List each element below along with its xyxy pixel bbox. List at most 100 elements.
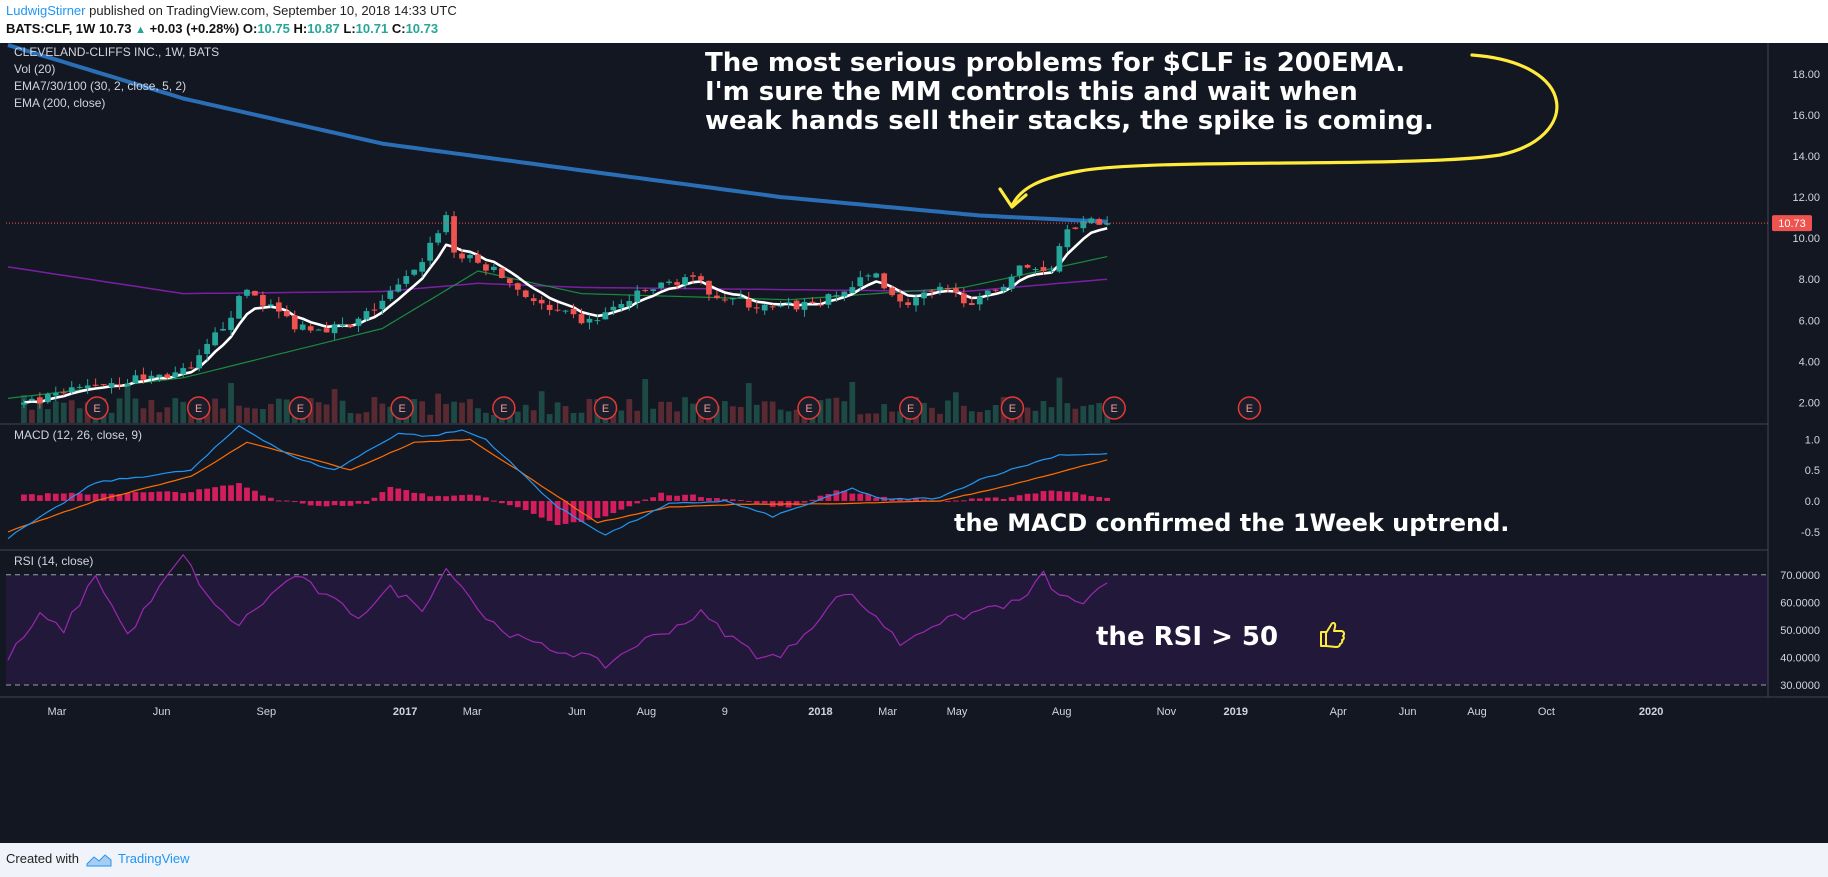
macd-hist-bar bbox=[514, 500, 521, 508]
earnings-circle bbox=[288, 396, 313, 420]
earnings-marker[interactable]: E bbox=[1000, 396, 1025, 420]
candle-body bbox=[148, 375, 155, 379]
earnings-marker[interactable]: E bbox=[288, 396, 313, 420]
candle-body bbox=[315, 329, 322, 331]
macd-hist-bar bbox=[498, 500, 505, 504]
candle-body bbox=[1072, 227, 1079, 229]
volume-bar bbox=[753, 404, 760, 423]
macd-hist-bar bbox=[945, 500, 951, 502]
macd-hist-bar bbox=[761, 500, 768, 504]
macd-hist-bar bbox=[371, 497, 378, 501]
volume-bar bbox=[889, 411, 896, 423]
candle-body bbox=[817, 304, 824, 306]
volume-bar bbox=[546, 414, 553, 423]
volume-bar bbox=[857, 414, 864, 423]
time-tick-label: Nov bbox=[1157, 706, 1177, 718]
earnings-marker[interactable]: E bbox=[1237, 396, 1262, 420]
candle-body bbox=[1104, 223, 1111, 225]
earnings-marker[interactable]: E bbox=[898, 396, 923, 420]
macd-hist-bar bbox=[809, 499, 816, 501]
macd-hist-bar bbox=[100, 493, 107, 501]
volume-bar bbox=[363, 412, 370, 423]
macd-hist-bar bbox=[817, 495, 824, 501]
candle-body bbox=[188, 367, 195, 369]
candle-body bbox=[451, 216, 457, 253]
earnings-marker[interactable]: E bbox=[1102, 396, 1126, 420]
volume-bar bbox=[873, 413, 880, 423]
up-arrow-icon: ▲ bbox=[135, 24, 146, 36]
macd-hist-bar bbox=[1016, 495, 1023, 501]
macd-hist-bar bbox=[164, 491, 171, 501]
volume-bar bbox=[514, 411, 521, 423]
earnings-marker[interactable]: E bbox=[797, 396, 821, 420]
price-legend-item: EMA7/30/100 (30, 2, close, 5, 2) bbox=[14, 79, 186, 93]
volume-bar bbox=[323, 404, 330, 423]
candle-body bbox=[172, 372, 179, 378]
candle-body bbox=[395, 284, 402, 292]
macd-hist-bar bbox=[650, 497, 657, 501]
volume-bar bbox=[21, 394, 27, 423]
macd-hist-bar bbox=[841, 490, 848, 501]
volume-bar bbox=[140, 408, 147, 423]
time-tick-label: 9 bbox=[722, 706, 728, 718]
candle-body bbox=[976, 296, 983, 305]
candle-body bbox=[992, 289, 999, 291]
macd-hist-bar bbox=[1072, 492, 1079, 501]
low-label: L: bbox=[343, 21, 356, 36]
earnings-marker[interactable]: E bbox=[186, 396, 211, 420]
price-tick-label: 4.00 bbox=[1799, 356, 1820, 368]
candle-body bbox=[443, 215, 449, 233]
candle-body bbox=[968, 303, 975, 306]
volume-bar bbox=[228, 383, 234, 423]
tradingview-logo-icon bbox=[86, 854, 112, 867]
earnings-marker[interactable]: E bbox=[492, 396, 516, 420]
candle-body bbox=[29, 398, 35, 401]
candle-body bbox=[937, 286, 943, 291]
candle-body bbox=[674, 282, 680, 285]
candle-body bbox=[777, 305, 784, 307]
volume-bar bbox=[658, 401, 665, 423]
earnings-marker[interactable]: E bbox=[695, 396, 720, 420]
candle-body bbox=[1048, 270, 1055, 272]
volume-bar bbox=[419, 401, 426, 423]
macd-hist-bar bbox=[275, 500, 282, 502]
volume-bar bbox=[339, 400, 346, 423]
volume-bar bbox=[921, 402, 927, 423]
macd-hist-bar bbox=[1008, 497, 1015, 501]
tradingview-brand-link[interactable]: TradingView bbox=[118, 851, 190, 866]
candle-body bbox=[666, 281, 672, 283]
candle-body bbox=[642, 290, 649, 292]
macd-hist-bar bbox=[992, 497, 999, 501]
macd-tick-label: 1.0 bbox=[1805, 434, 1820, 446]
volume-bar bbox=[976, 411, 983, 423]
volume-bar bbox=[849, 381, 856, 423]
volume-bar bbox=[626, 399, 633, 423]
macd-hist-bar bbox=[228, 485, 234, 501]
candle-body bbox=[506, 278, 513, 284]
volume-bar bbox=[530, 410, 537, 423]
volume-bar bbox=[411, 399, 418, 423]
publication-line: LudwigStirner published on TradingView.c… bbox=[6, 3, 457, 18]
annotation-arrow bbox=[1010, 53, 1559, 208]
candle-body bbox=[68, 387, 75, 393]
author-link[interactable]: LudwigStirner bbox=[6, 3, 86, 18]
earnings-marker[interactable]: E bbox=[593, 396, 618, 420]
time-tick-label: 2018 bbox=[808, 706, 832, 718]
macd-hist-bar bbox=[682, 494, 688, 501]
candle-body bbox=[52, 393, 59, 396]
earnings-marker[interactable]: E bbox=[390, 396, 414, 420]
candle-body bbox=[491, 266, 497, 271]
candle-body bbox=[546, 304, 553, 310]
price-tick-label: 10.00 bbox=[1792, 233, 1820, 245]
candle-body bbox=[801, 301, 808, 310]
volume-bar bbox=[650, 408, 657, 423]
earnings-marker[interactable]: E bbox=[85, 396, 109, 420]
volume-bar bbox=[1040, 401, 1047, 423]
earnings-marker-label: E bbox=[500, 403, 507, 415]
macd-hist-bar bbox=[960, 500, 967, 502]
candle-body bbox=[945, 288, 951, 290]
candle-body bbox=[252, 290, 258, 296]
